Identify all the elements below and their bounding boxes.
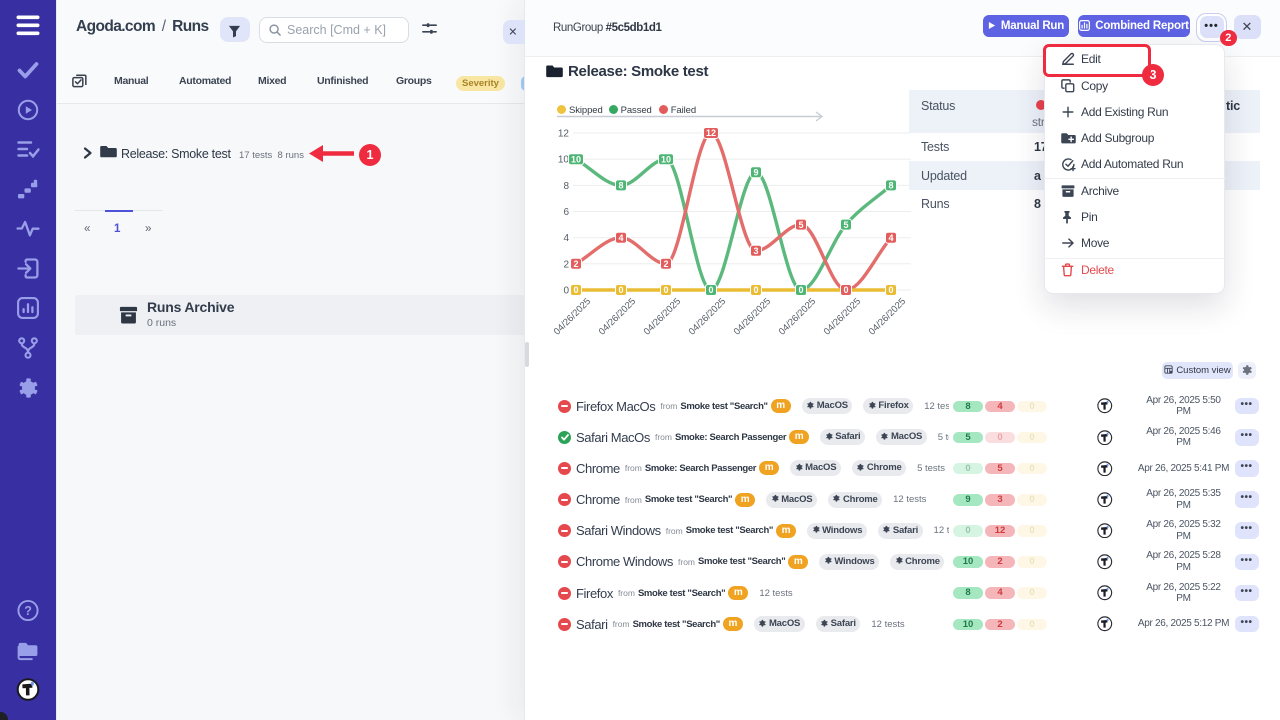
svg-text:6: 6 (563, 207, 569, 218)
svg-text:0: 0 (618, 285, 623, 295)
svg-text:04/26/2025: 04/26/2025 (867, 296, 908, 337)
svg-text:04/26/2025: 04/26/2025 (687, 296, 728, 337)
svg-text:3: 3 (753, 246, 758, 256)
svg-text:10: 10 (558, 155, 570, 166)
svg-text:04/26/2025: 04/26/2025 (822, 296, 863, 337)
svg-text:0: 0 (888, 285, 893, 295)
svg-text:8: 8 (888, 181, 893, 191)
svg-text:0: 0 (843, 285, 848, 295)
svg-text:4: 4 (618, 233, 623, 243)
svg-text:0: 0 (798, 285, 803, 295)
svg-text:0: 0 (573, 285, 578, 295)
svg-text:12: 12 (706, 128, 716, 138)
svg-text:9: 9 (753, 168, 758, 178)
svg-text:0: 0 (708, 285, 713, 295)
svg-text:0: 0 (563, 286, 569, 297)
svg-text:04/26/2025: 04/26/2025 (732, 296, 773, 337)
svg-text:04/26/2025: 04/26/2025 (777, 296, 818, 337)
svg-text:04/26/2025: 04/26/2025 (552, 296, 593, 337)
svg-text:4: 4 (563, 233, 569, 244)
svg-text:10: 10 (661, 154, 671, 164)
svg-text:5: 5 (798, 220, 803, 230)
svg-text:?: ? (24, 604, 32, 618)
svg-text:04/26/2025: 04/26/2025 (597, 296, 638, 337)
svg-text:04/26/2025: 04/26/2025 (642, 296, 683, 337)
svg-text:5: 5 (843, 220, 848, 230)
svg-text:10: 10 (571, 154, 581, 164)
svg-text:2: 2 (663, 259, 668, 269)
svg-text:12: 12 (558, 129, 570, 140)
svg-text:2: 2 (563, 259, 569, 270)
svg-text:2: 2 (573, 259, 578, 269)
svg-text:8: 8 (618, 181, 623, 191)
svg-text:4: 4 (888, 233, 893, 243)
svg-text:0: 0 (753, 285, 758, 295)
svg-text:8: 8 (563, 181, 569, 192)
svg-text:0: 0 (663, 285, 668, 295)
